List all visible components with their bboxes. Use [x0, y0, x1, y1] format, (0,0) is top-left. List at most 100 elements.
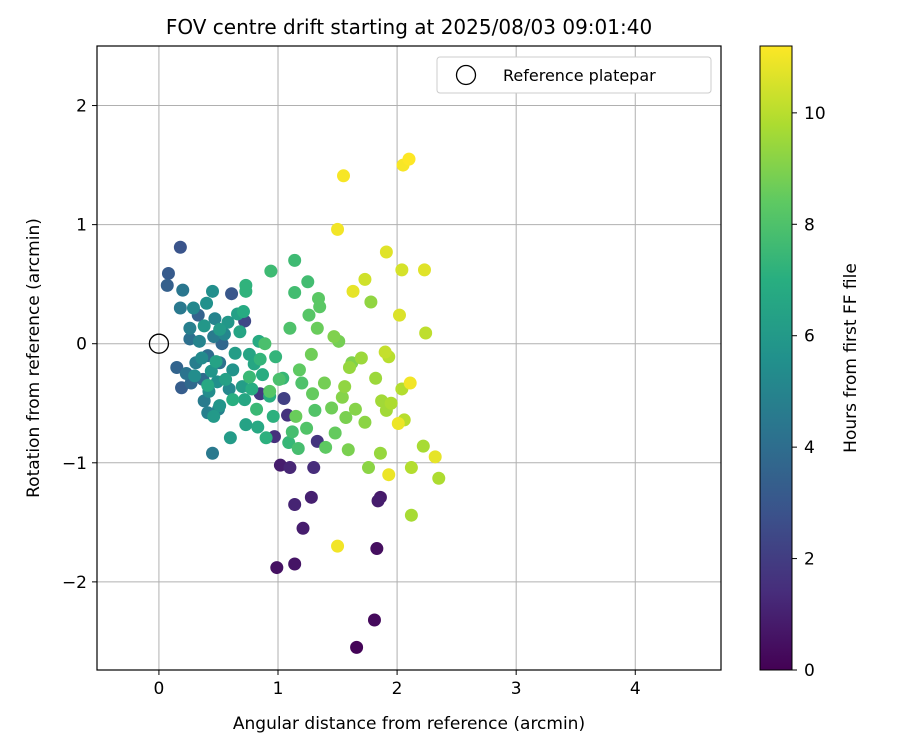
reference-marker-layer [148, 333, 170, 354]
data-point [225, 287, 239, 301]
data-point [173, 301, 187, 315]
data-point [223, 431, 237, 445]
data-point [371, 494, 385, 508]
data-point [341, 443, 355, 457]
data-point [264, 264, 278, 278]
data-point [188, 369, 202, 383]
data-point [238, 393, 252, 407]
x-axis-ticks: 0 1 2 3 4 [154, 670, 641, 699]
colorbar-label: Hours from first FF file [841, 263, 861, 453]
data-point [206, 284, 220, 298]
reference-platepar-marker [148, 333, 170, 354]
data-point [183, 321, 197, 335]
data-point [170, 361, 184, 375]
data-point [291, 442, 305, 456]
data-point [288, 557, 302, 571]
data-point [335, 390, 349, 404]
data-point [282, 436, 296, 450]
data-point [378, 345, 392, 359]
plot-area-frame [96, 45, 722, 671]
data-point [342, 361, 356, 375]
x-tick-label: 2 [392, 679, 403, 699]
data-point [395, 263, 409, 277]
data-point [384, 396, 398, 410]
colorbar-tick-label: 10 [804, 104, 826, 124]
data-point [272, 372, 286, 386]
y-tick-label: 1 [76, 216, 87, 236]
data-point [295, 376, 309, 390]
data-point [258, 337, 272, 351]
data-point [328, 426, 342, 440]
data-point [239, 284, 253, 298]
data-point [207, 409, 221, 423]
data-point [288, 253, 302, 267]
data-point [228, 346, 242, 360]
legend-box [436, 56, 712, 94]
data-point [236, 305, 250, 319]
x-tick-label: 0 [154, 679, 165, 699]
data-point [197, 319, 211, 333]
data-point [370, 542, 384, 556]
colorbar-gradient [759, 45, 793, 671]
data-point [283, 461, 297, 475]
data-points [160, 152, 446, 654]
data-point [213, 322, 227, 336]
data-point [358, 415, 372, 429]
data-point [288, 286, 302, 300]
data-point [364, 295, 378, 309]
data-point [350, 640, 364, 654]
data-point [382, 468, 396, 482]
legend-entry-reference: Reference platepar [503, 66, 656, 85]
data-point [369, 371, 383, 385]
data-point [338, 380, 352, 394]
colorbar-tick-label: 0 [804, 661, 815, 681]
data-point [313, 300, 327, 314]
data-point [253, 352, 267, 366]
data-point [428, 450, 442, 464]
data-point [226, 363, 240, 377]
data-point [367, 613, 381, 627]
data-point [417, 263, 431, 277]
data-point [266, 409, 280, 423]
y-tick-label: 2 [76, 97, 87, 117]
data-point [201, 378, 215, 392]
data-point [296, 521, 310, 535]
data-point [306, 387, 320, 401]
data-point [354, 351, 368, 365]
data-point [339, 411, 353, 425]
colorbar-tick-label: 4 [804, 438, 815, 458]
data-point [300, 421, 314, 435]
colorbar-tick-label: 6 [804, 327, 815, 347]
data-point [160, 278, 174, 292]
colorbar-tick-label: 2 [804, 550, 815, 570]
y-tick-label: 0 [76, 335, 87, 355]
data-point [239, 418, 253, 432]
data-point [233, 325, 247, 339]
data-point [307, 461, 321, 475]
y-tick-label: −2 [62, 573, 87, 593]
data-point [206, 446, 220, 460]
data-point [250, 402, 264, 416]
data-point [419, 326, 433, 340]
data-point [245, 382, 259, 396]
data-point [173, 240, 187, 254]
data-point [304, 490, 318, 504]
data-point [263, 384, 277, 398]
data-point [348, 402, 362, 416]
data-point [256, 368, 270, 382]
data-point [161, 266, 175, 280]
colorbar-tick-label: 8 [804, 215, 815, 235]
x-tick-label: 4 [630, 679, 641, 699]
grid [97, 46, 721, 670]
data-point [292, 363, 306, 377]
data-point [288, 497, 302, 511]
x-axis-label: Angular distance from reference (arcmin) [233, 714, 585, 734]
data-point [186, 301, 200, 315]
data-point [331, 539, 345, 553]
data-point [362, 461, 376, 475]
data-point [269, 350, 283, 364]
data-point [200, 296, 214, 310]
data-point [277, 391, 291, 405]
data-point [358, 272, 372, 286]
data-point [213, 399, 227, 413]
